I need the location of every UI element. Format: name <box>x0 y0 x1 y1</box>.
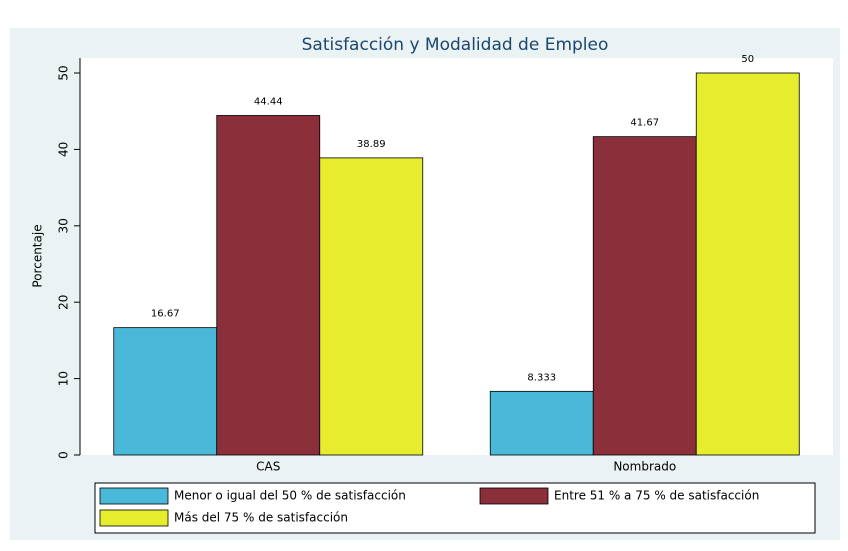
y-axis-label: Porcentaje <box>31 224 45 287</box>
legend-label: Menor o igual del 50 % de satisfacción <box>174 489 406 503</box>
x-tick-label: Nombrado <box>613 460 676 474</box>
value-label: 16.67 <box>151 309 180 320</box>
bar <box>216 115 321 456</box>
legend-box <box>94 482 816 534</box>
legend-label: Entre 51 % a 75 % de satisfacción <box>554 489 759 503</box>
bar <box>592 136 697 456</box>
y-tick-label: 40 <box>57 142 71 157</box>
value-label: 41.67 <box>630 118 659 129</box>
y-tick-label: 10 <box>57 371 71 386</box>
x-tick-label: CAS <box>256 460 280 474</box>
legend-label: Más del 75 % de satisfacción <box>174 511 348 525</box>
y-tick-label: 30 <box>57 218 71 233</box>
value-label: 44.44 <box>254 96 283 107</box>
legend-swatch <box>479 487 549 505</box>
value-label: 8.333 <box>527 372 556 383</box>
bar <box>695 72 800 456</box>
value-label: 50 <box>741 54 754 65</box>
bar <box>489 390 594 456</box>
y-tick-label: 20 <box>57 295 71 310</box>
value-label: 38.89 <box>357 139 386 150</box>
bar <box>113 327 218 456</box>
chart-title: Satisfacción y Modalidad de Empleo <box>302 35 609 55</box>
legend-swatch <box>99 487 169 505</box>
bar <box>319 157 424 456</box>
legend-swatch <box>99 509 169 527</box>
y-tick-label: 0 <box>57 451 71 459</box>
y-tick-label: 50 <box>57 65 71 80</box>
